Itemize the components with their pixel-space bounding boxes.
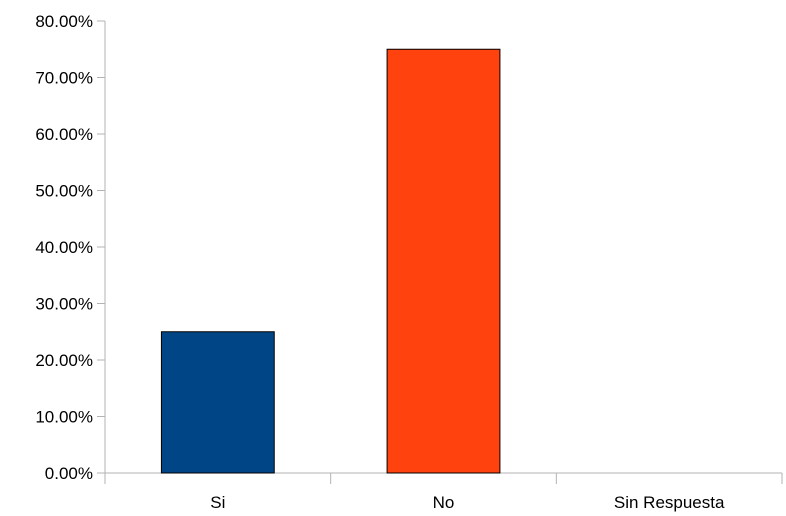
x-category-label: No	[433, 493, 455, 512]
chart-labels: 0.00% 10.00% 20.00% 30.00% 40.00% 50.00% 60.00…	[35, 12, 725, 512]
y-tick-label: 70.00%	[35, 69, 93, 88]
chart-bars	[160, 48, 501, 474]
y-tick-label: 10.00%	[35, 408, 93, 427]
x-category-label: Si	[210, 493, 225, 512]
y-tick-label: 80.00%	[35, 12, 93, 31]
y-tick-label: 40.00%	[35, 238, 93, 257]
y-tick-label: 20.00%	[35, 351, 93, 370]
bar-si	[160, 331, 275, 474]
y-tick-label: 50.00%	[35, 182, 93, 201]
y-tick-label: 30.00%	[35, 295, 93, 314]
x-category-label: Sin Respuesta	[614, 493, 725, 512]
y-tick-label: 0.00%	[45, 464, 93, 483]
bar-no	[386, 48, 501, 474]
y-tick-label: 60.00%	[35, 125, 93, 144]
